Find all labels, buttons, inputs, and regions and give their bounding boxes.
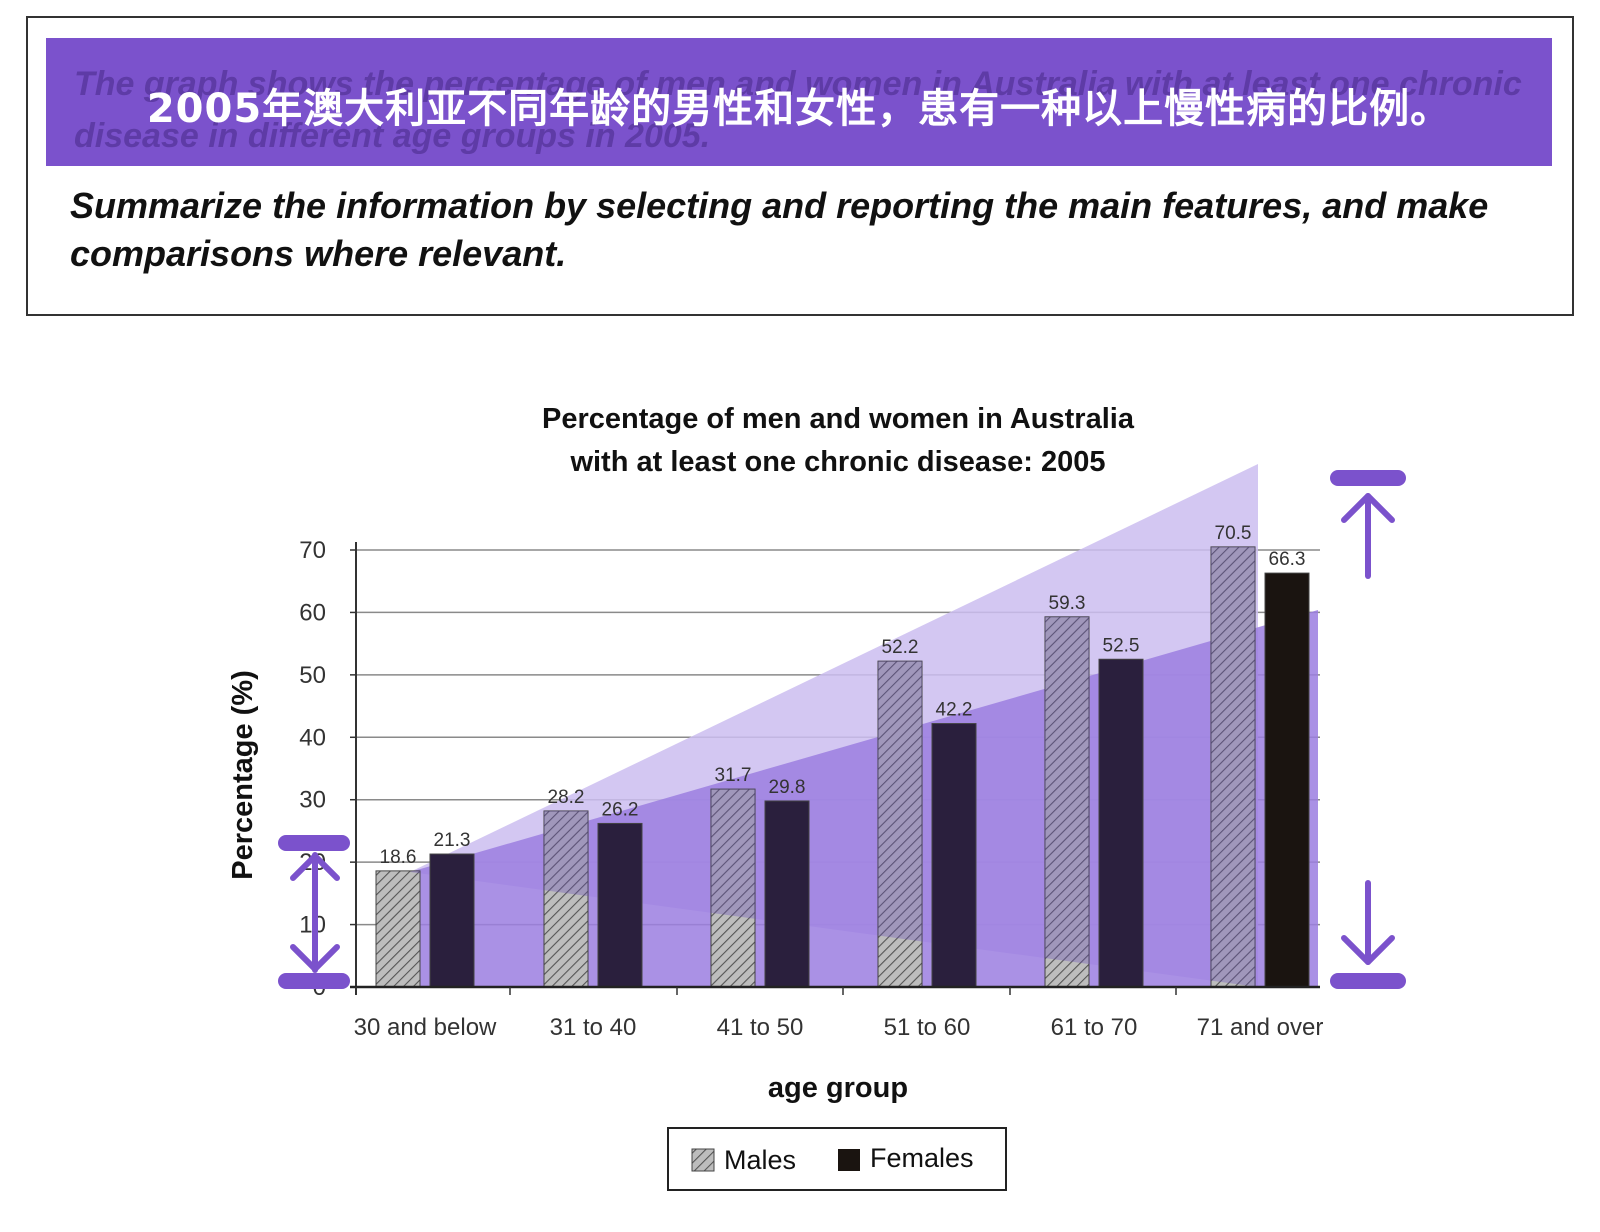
male-bar-tint-4	[878, 661, 922, 987]
male-bar-5	[1044, 616, 1090, 988]
legend-female-label: Females	[870, 1143, 974, 1173]
male-bar-6	[1210, 546, 1256, 988]
male-bar-tint-5	[1045, 616, 1089, 987]
male-bar-3	[710, 788, 756, 988]
high-bottom-arrow-icon	[1330, 880, 1406, 989]
male-bar-2	[543, 810, 589, 988]
female-bar-4	[931, 723, 977, 988]
female-bar-2	[597, 822, 643, 988]
y-tick-label: 40	[299, 724, 326, 751]
x-tick-label: 30 and below	[354, 1014, 497, 1041]
female-bar-1	[429, 853, 475, 988]
y-tick-label: 30	[299, 787, 326, 814]
data-label: 21.3	[434, 830, 471, 851]
data-label: 31.7	[715, 765, 752, 786]
y-tick-label: 60	[299, 599, 326, 626]
data-label: 26.2	[602, 799, 639, 820]
data-label: 66.3	[1269, 549, 1306, 570]
y-tick-label: 70	[299, 537, 326, 564]
y-tick-label: 50	[299, 662, 326, 689]
prompt-english-text: The graph shows the percentage of men an…	[74, 65, 1522, 155]
prompt-box: The graph shows the percentage of men an…	[26, 16, 1574, 316]
x-tick-label: 71 and over	[1197, 1014, 1324, 1041]
chart-title-line-2: with at least one chronic disease: 2005	[569, 446, 1105, 478]
x-axis-title: age group	[768, 1072, 908, 1104]
data-label: 28.2	[548, 787, 585, 808]
high-top-arrow-icon	[1330, 470, 1406, 579]
prompt-banner: The graph shows the percentage of men an…	[46, 38, 1552, 166]
legend-male-swatch	[691, 1148, 715, 1172]
legend-male-label: Males	[724, 1145, 796, 1175]
bar-chart: Percentage of men and women in Australia…	[227, 403, 1406, 1191]
data-label: 52.2	[882, 637, 919, 658]
data-label: 29.8	[769, 777, 806, 798]
x-tick-label: 51 to 60	[884, 1014, 971, 1041]
male-bar-4	[877, 660, 923, 988]
prompt-instruction: Summarize the information by selecting a…	[70, 185, 1489, 274]
female-bar-3	[764, 800, 810, 988]
y-axis-title: Percentage (%)	[227, 670, 259, 880]
data-label: 59.3	[1049, 593, 1086, 614]
bars: 18.6 21.3 28.2 26.2 31.7 29.8 52.2 42.2 59.3 52.5…	[375, 523, 1310, 988]
annotations	[278, 470, 1406, 989]
prompt-chinese-text: 2005年澳大利亚不同年龄的男性和女性，患有一种以上慢性病的比例。	[146, 86, 1452, 132]
x-tick-label: 61 to 70	[1051, 1014, 1138, 1041]
data-label: 52.5	[1103, 635, 1140, 656]
x-tick-label: 31 to 40	[550, 1014, 637, 1041]
female-bar-5	[1098, 658, 1144, 988]
data-label: 42.2	[936, 700, 973, 721]
low-range-arrow-icon	[278, 835, 350, 989]
data-label: 70.5	[1215, 523, 1252, 544]
male-bar-tint-6	[1211, 546, 1255, 987]
data-label: 18.6	[380, 847, 417, 868]
male-bar-1	[375, 870, 421, 988]
legend: Males Females	[667, 1127, 1007, 1191]
legend-female-swatch	[838, 1149, 860, 1171]
chart-title-line-1: Percentage of men and women in Australia	[542, 403, 1135, 435]
x-tick-label: 41 to 50	[717, 1014, 804, 1041]
legend-frame	[667, 1127, 1007, 1191]
female-bar-6	[1264, 572, 1310, 988]
